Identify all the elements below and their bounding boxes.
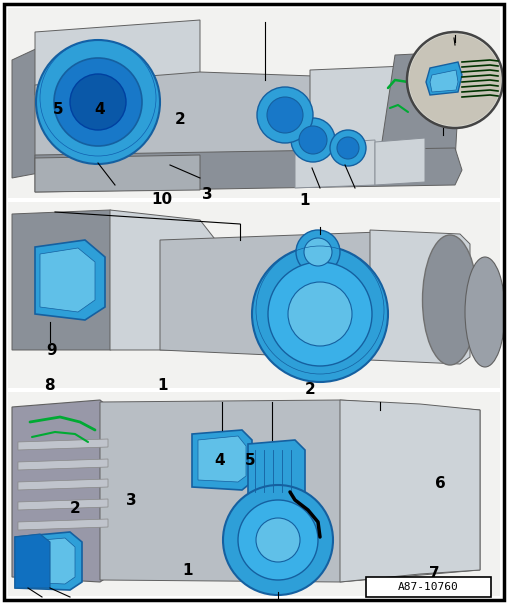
- Circle shape: [70, 74, 126, 130]
- Circle shape: [252, 246, 388, 382]
- Circle shape: [256, 518, 300, 562]
- Polygon shape: [40, 248, 95, 312]
- Text: 2: 2: [304, 382, 315, 397]
- Polygon shape: [15, 534, 50, 588]
- Polygon shape: [8, 392, 500, 596]
- Text: 5: 5: [53, 103, 63, 117]
- Circle shape: [330, 130, 366, 166]
- Bar: [366, 577, 491, 597]
- Polygon shape: [18, 459, 108, 470]
- Circle shape: [296, 230, 340, 274]
- Ellipse shape: [465, 257, 505, 367]
- Circle shape: [299, 126, 327, 154]
- Circle shape: [267, 97, 303, 133]
- Polygon shape: [18, 439, 108, 450]
- Polygon shape: [375, 138, 425, 185]
- Circle shape: [238, 500, 318, 580]
- Circle shape: [257, 87, 313, 143]
- Polygon shape: [18, 499, 108, 510]
- Polygon shape: [340, 400, 480, 582]
- Text: 1: 1: [183, 564, 193, 578]
- Polygon shape: [35, 155, 200, 192]
- Circle shape: [337, 137, 359, 159]
- Polygon shape: [20, 538, 75, 584]
- Text: 9: 9: [47, 343, 57, 358]
- Text: 1: 1: [300, 193, 310, 208]
- Polygon shape: [18, 479, 108, 490]
- Text: A87-10760: A87-10760: [398, 582, 459, 592]
- Circle shape: [291, 118, 335, 162]
- Text: 8: 8: [45, 378, 55, 393]
- Text: 5: 5: [245, 454, 255, 468]
- Polygon shape: [248, 440, 305, 500]
- Text: 2: 2: [175, 112, 186, 127]
- Polygon shape: [8, 8, 500, 198]
- Polygon shape: [110, 210, 225, 350]
- Circle shape: [54, 58, 142, 146]
- Polygon shape: [430, 70, 458, 92]
- Polygon shape: [380, 52, 460, 162]
- Polygon shape: [192, 430, 252, 490]
- Text: 10: 10: [151, 192, 172, 207]
- Polygon shape: [35, 240, 105, 320]
- Polygon shape: [310, 65, 450, 162]
- Polygon shape: [295, 140, 375, 188]
- Text: 3: 3: [126, 493, 136, 507]
- Circle shape: [223, 485, 333, 595]
- Circle shape: [288, 282, 352, 346]
- Polygon shape: [35, 72, 370, 170]
- Polygon shape: [12, 400, 115, 582]
- Polygon shape: [35, 148, 462, 192]
- Circle shape: [407, 32, 503, 128]
- Circle shape: [36, 40, 160, 164]
- Polygon shape: [18, 519, 108, 530]
- Text: 4: 4: [94, 103, 105, 117]
- Ellipse shape: [423, 235, 478, 365]
- Text: 2: 2: [70, 501, 81, 516]
- Text: 1: 1: [157, 378, 168, 393]
- Text: 6: 6: [434, 476, 446, 490]
- Polygon shape: [426, 62, 462, 95]
- Polygon shape: [12, 210, 165, 350]
- Polygon shape: [160, 232, 420, 360]
- Circle shape: [268, 262, 372, 366]
- Polygon shape: [100, 400, 480, 582]
- Polygon shape: [198, 436, 246, 482]
- Polygon shape: [35, 20, 200, 95]
- Text: 3: 3: [202, 187, 212, 202]
- Circle shape: [304, 238, 332, 266]
- Circle shape: [409, 34, 501, 126]
- Polygon shape: [15, 532, 82, 590]
- Text: 4: 4: [214, 454, 225, 468]
- Polygon shape: [370, 230, 470, 364]
- Text: 7: 7: [429, 567, 439, 581]
- Polygon shape: [12, 40, 55, 178]
- Polygon shape: [8, 202, 500, 388]
